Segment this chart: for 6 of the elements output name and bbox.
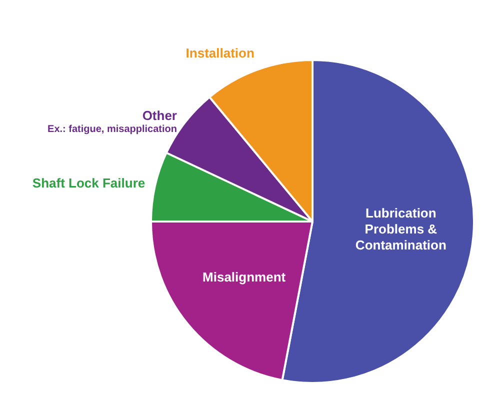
slice-label: Installation xyxy=(186,46,254,61)
slice-label: Lubrication Problems & Contamination xyxy=(355,205,446,252)
slice-label: Shaft Lock Failure xyxy=(32,176,146,191)
slice-label: Other xyxy=(142,108,177,123)
text: Ex.: fatigue, misapplication xyxy=(48,124,177,136)
slice-label: Misalignment xyxy=(202,270,286,285)
